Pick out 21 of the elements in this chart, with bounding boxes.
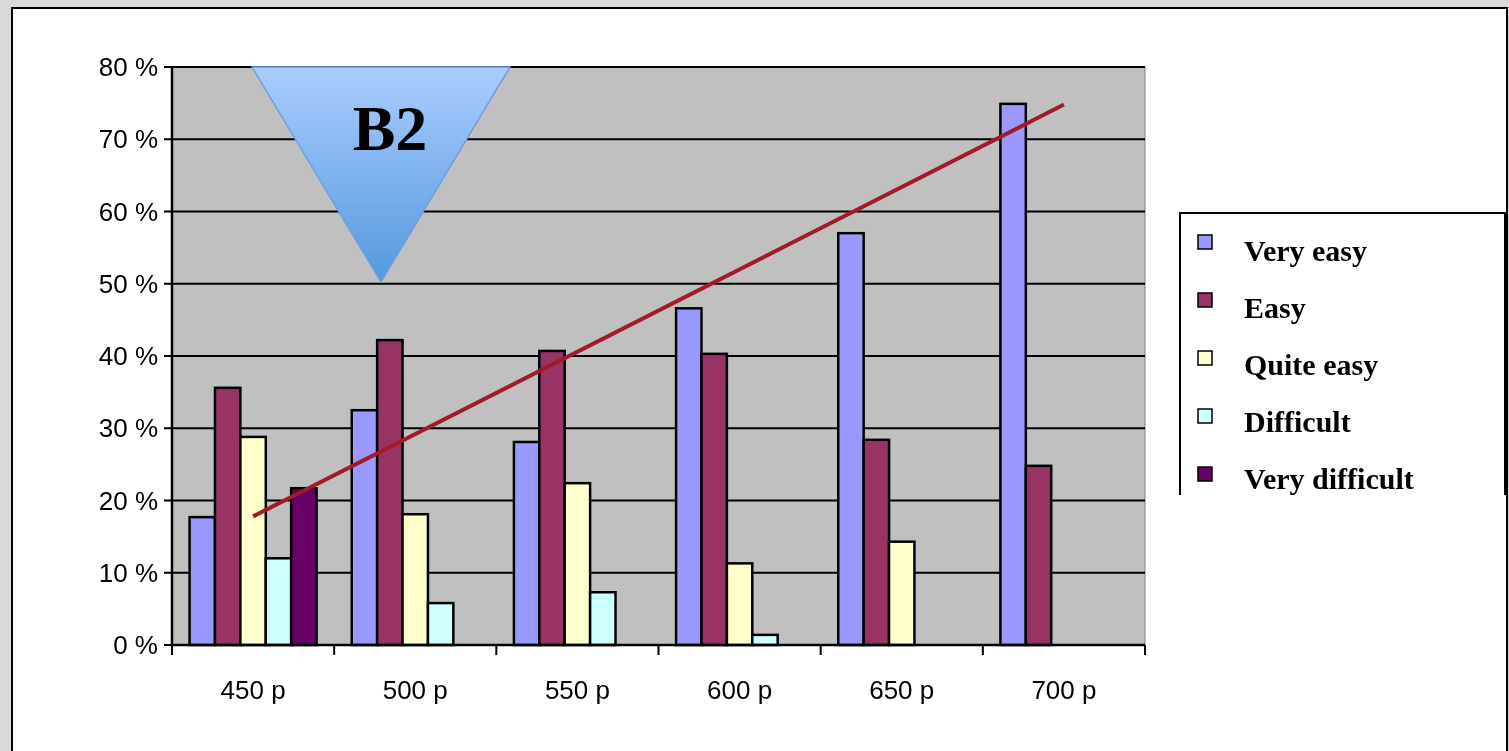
y-tick-label: 70 % [98, 124, 158, 155]
x-tick-label: 550 p [544, 675, 610, 705]
y-tick-label: 50 % [98, 268, 158, 299]
y-tick-label: 10 % [98, 557, 158, 588]
y-tick-label: 20 % [98, 485, 158, 516]
y-tick-label: 60 % [98, 196, 158, 227]
legend-label: Difficult [1244, 405, 1351, 438]
x-tick-label: 450 p [220, 675, 286, 705]
y-tick-label: 0 % [113, 630, 158, 661]
legend-label: Very easy [1244, 234, 1368, 267]
x-tick-label: 650 p [869, 675, 935, 705]
y-tick-label: 30 % [98, 413, 158, 444]
x-tick-label: 500 p [382, 675, 448, 705]
x-tick-label: 600 p [707, 675, 773, 705]
legend-label: Easy [1244, 291, 1306, 324]
y-tick-label: 80 % [98, 52, 158, 83]
annotation: B2 [352, 93, 428, 164]
legend-label: Very difficult [1244, 462, 1414, 495]
y-tick-label: 40 % [98, 341, 158, 372]
x-tick-label: 700 p [1031, 675, 1097, 705]
legend-label: Quite easy [1244, 348, 1379, 381]
